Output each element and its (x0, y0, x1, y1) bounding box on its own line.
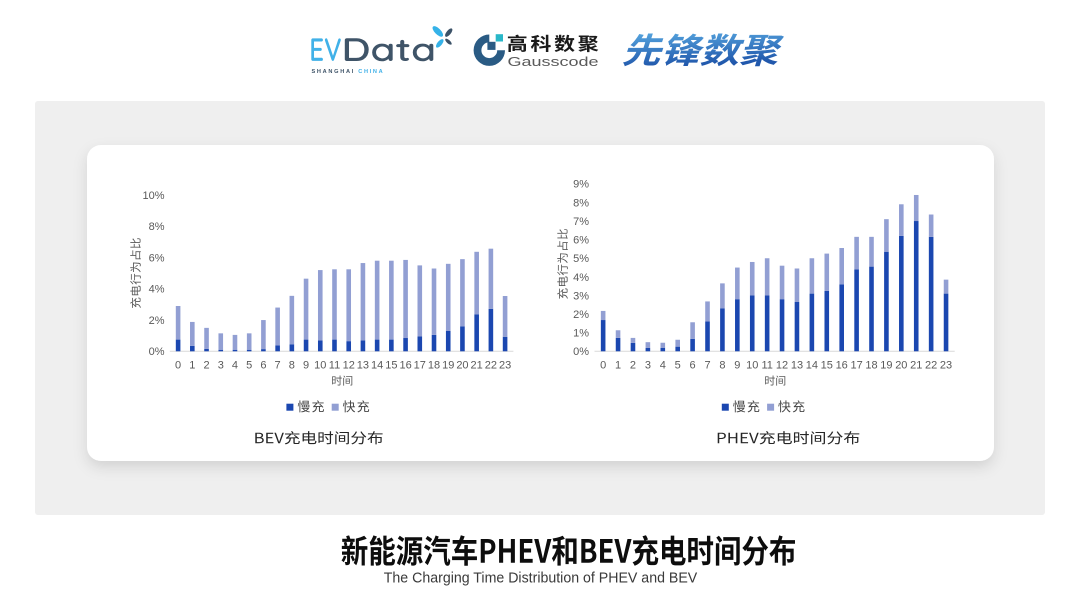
svg-text:11: 11 (329, 359, 340, 371)
svg-text:The Charging Time Distribution: The Charging Time Distribution of PHEV a… (384, 570, 698, 586)
svg-text:7%: 7% (573, 216, 589, 228)
svg-text:9: 9 (734, 359, 740, 371)
svg-text:22: 22 (485, 359, 497, 371)
svg-text:5: 5 (675, 359, 681, 371)
svg-text:6%: 6% (149, 253, 165, 265)
svg-text:11: 11 (761, 359, 772, 371)
svg-text:7: 7 (704, 359, 710, 371)
svg-text:14: 14 (371, 359, 383, 371)
svg-text:SHANGHAI CHINA: SHANGHAI CHINA (312, 69, 385, 75)
svg-text:10%: 10% (142, 190, 164, 202)
svg-text:1: 1 (615, 359, 621, 371)
svg-text:3: 3 (218, 359, 224, 371)
svg-text:19: 19 (442, 359, 454, 371)
svg-text:1: 1 (189, 359, 195, 371)
svg-text:12: 12 (343, 359, 355, 371)
svg-text:12: 12 (776, 359, 788, 371)
svg-text:4: 4 (232, 359, 238, 371)
svg-text:21: 21 (910, 359, 922, 371)
svg-text:8: 8 (719, 359, 725, 371)
svg-text:21: 21 (471, 359, 483, 371)
svg-text:23: 23 (940, 359, 952, 371)
svg-text:Gausscode: Gausscode (508, 54, 599, 69)
svg-text:0: 0 (600, 359, 606, 371)
svg-text:6: 6 (260, 359, 266, 371)
svg-text:4%: 4% (149, 284, 165, 296)
svg-text:7: 7 (275, 359, 281, 371)
svg-text:4%: 4% (573, 272, 589, 284)
svg-text:5%: 5% (573, 253, 589, 265)
svg-text:0%: 0% (149, 346, 165, 358)
svg-text:4: 4 (660, 359, 666, 371)
svg-text:20: 20 (895, 359, 907, 371)
svg-text:22: 22 (925, 359, 937, 371)
svg-text:6: 6 (690, 359, 696, 371)
svg-text:18: 18 (865, 359, 877, 371)
svg-text:5: 5 (246, 359, 252, 371)
svg-text:3: 3 (645, 359, 651, 371)
svg-text:17: 17 (850, 359, 862, 371)
svg-text:2: 2 (203, 359, 209, 371)
svg-text:20: 20 (456, 359, 468, 371)
svg-text:9%: 9% (573, 179, 589, 191)
svg-text:1%: 1% (573, 328, 589, 340)
svg-text:9: 9 (303, 359, 309, 371)
svg-text:2: 2 (630, 359, 636, 371)
svg-text:0%: 0% (573, 346, 589, 358)
svg-text:10: 10 (746, 359, 758, 371)
svg-text:14: 14 (806, 359, 818, 371)
svg-text:19: 19 (880, 359, 892, 371)
svg-text:6%: 6% (573, 235, 589, 247)
svg-text:16: 16 (399, 359, 411, 371)
svg-text:18: 18 (428, 359, 440, 371)
svg-text:2%: 2% (573, 309, 589, 321)
svg-text:8%: 8% (149, 221, 165, 233)
svg-text:15: 15 (821, 359, 833, 371)
svg-text:16: 16 (836, 359, 848, 371)
svg-text:8: 8 (289, 359, 295, 371)
svg-text:10: 10 (314, 359, 326, 371)
svg-text:2%: 2% (149, 315, 165, 327)
svg-text:13: 13 (357, 359, 369, 371)
svg-text:0: 0 (175, 359, 181, 371)
svg-text:23: 23 (499, 359, 511, 371)
svg-text:3%: 3% (573, 290, 589, 302)
svg-text:8%: 8% (573, 197, 589, 209)
svg-text:13: 13 (791, 359, 803, 371)
svg-text:15: 15 (385, 359, 397, 371)
svg-text:17: 17 (414, 359, 426, 371)
